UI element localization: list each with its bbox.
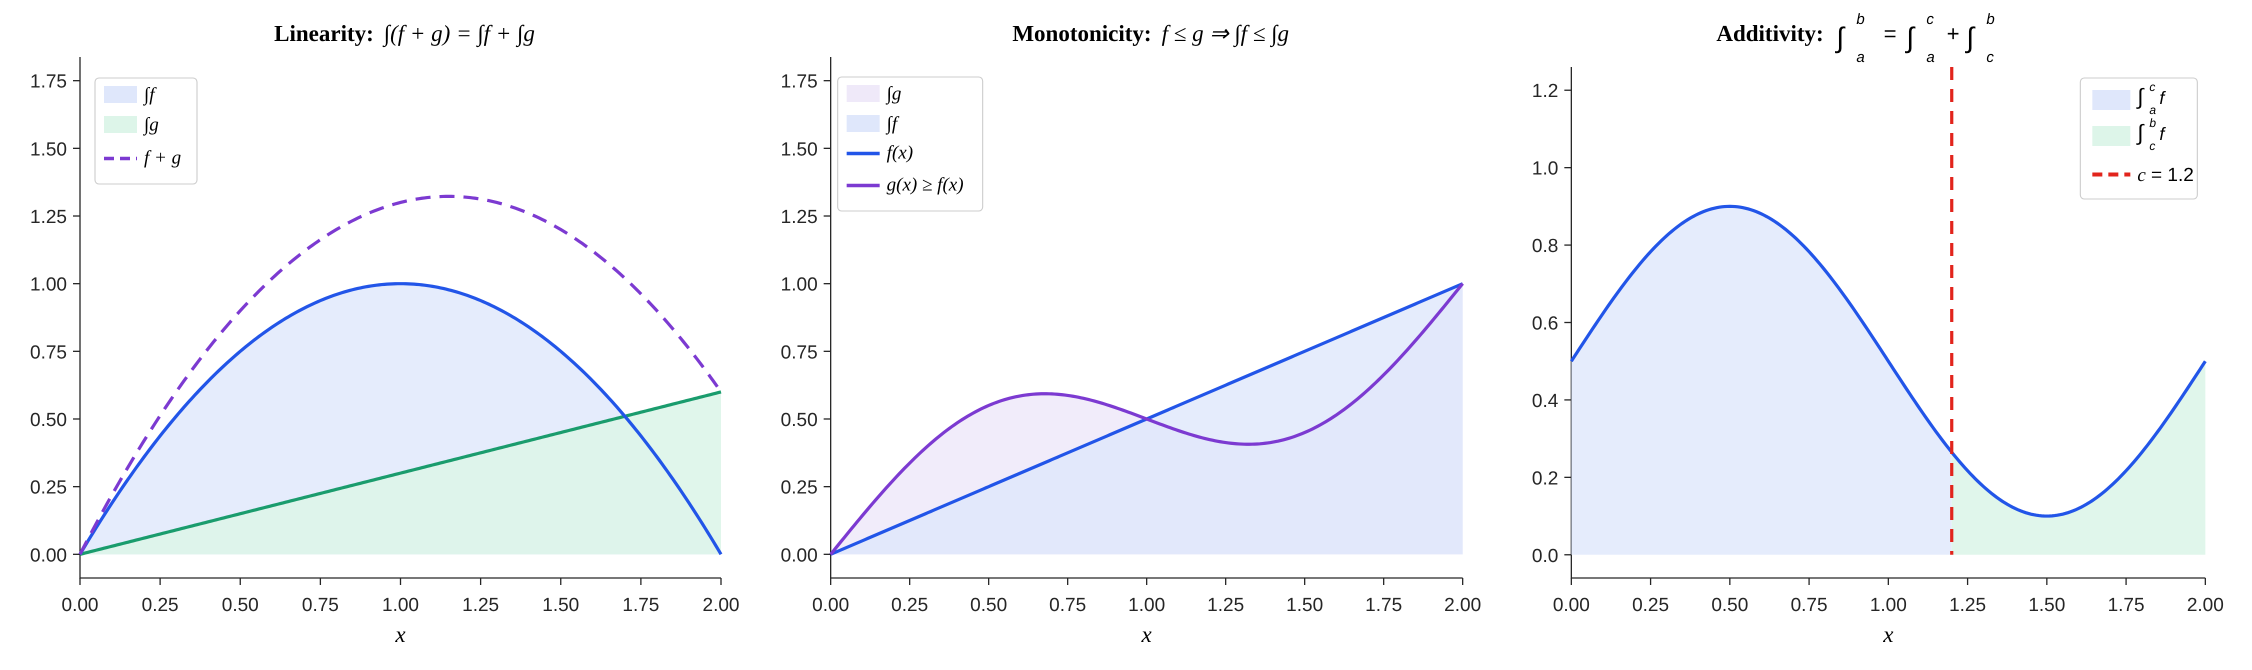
svg-text:1.75: 1.75 (2108, 595, 2145, 616)
svg-text:1.50: 1.50 (781, 139, 818, 160)
svg-text:1.25: 1.25 (30, 207, 67, 228)
svg-text:1.0: 1.0 (1532, 159, 1558, 180)
svg-text:0.8: 0.8 (1532, 236, 1558, 257)
svg-text:c: c (1986, 49, 1994, 66)
svg-text:1.25: 1.25 (462, 595, 499, 616)
svg-text:1.00: 1.00 (382, 595, 419, 616)
svg-text:x: x (394, 622, 406, 647)
svg-text:0.25: 0.25 (781, 478, 818, 499)
svg-text:0.25: 0.25 (1632, 595, 1669, 616)
svg-text:1.75: 1.75 (781, 72, 818, 93)
svg-text:0.50: 0.50 (970, 595, 1007, 616)
svg-text:1.2: 1.2 (1532, 81, 1558, 102)
svg-text:c: c (2149, 139, 2155, 153)
svg-text:0.75: 0.75 (1791, 595, 1828, 616)
svg-text:f(x): f(x) (887, 143, 913, 164)
svg-text:∫g: ∫g (143, 115, 159, 137)
svg-text:0.00: 0.00 (812, 595, 849, 616)
svg-text:1.00: 1.00 (30, 275, 67, 296)
svg-text:0.75: 0.75 (30, 342, 67, 363)
svg-text:0.75: 0.75 (302, 595, 339, 616)
svg-text:0.00: 0.00 (781, 545, 818, 566)
svg-text:0.50: 0.50 (781, 410, 818, 431)
svg-text:1.25: 1.25 (781, 207, 818, 228)
svg-text:0.00: 0.00 (30, 545, 67, 566)
svg-text:1.25: 1.25 (1207, 595, 1244, 616)
svg-text:c: c (1926, 11, 1934, 28)
svg-text:a: a (1926, 49, 1934, 66)
svg-text:c: c (2149, 80, 2155, 94)
svg-text:2.00: 2.00 (1444, 595, 1481, 616)
svg-text:1.75: 1.75 (622, 595, 659, 616)
svg-text:Linearity:∫(f + g) = ∫f + ∫g: Linearity: ∫(f + g) = ∫f + ∫g (274, 21, 535, 48)
svg-text:0.25: 0.25 (891, 595, 928, 616)
svg-text:0.50: 0.50 (30, 410, 67, 431)
svg-text:2.00: 2.00 (703, 595, 740, 616)
svg-text:2.00: 2.00 (2187, 595, 2224, 616)
svg-text:0.00: 0.00 (1553, 595, 1590, 616)
svg-text:1.25: 1.25 (1949, 595, 1986, 616)
svg-text:x: x (1141, 622, 1153, 647)
svg-text:1.00: 1.00 (781, 275, 818, 296)
svg-text:c = 1.2: c = 1.2 (2137, 165, 2194, 186)
svg-text:x: x (1882, 622, 1894, 647)
svg-text:Additivity:: Additivity: (1716, 21, 1823, 46)
svg-text:0.4: 0.4 (1532, 391, 1559, 412)
svg-text:0.50: 0.50 (222, 595, 259, 616)
svg-text:0.2: 0.2 (1532, 468, 1558, 489)
svg-text:+: + (1946, 21, 1959, 46)
svg-text:g(x) ≥ f(x): g(x) ≥ f(x) (887, 175, 964, 196)
svg-text:0.0: 0.0 (1532, 546, 1558, 567)
svg-text:1.75: 1.75 (1365, 595, 1402, 616)
svg-text:1.00: 1.00 (1870, 595, 1907, 616)
svg-text:a: a (2149, 103, 2156, 117)
svg-text:b: b (2149, 116, 2156, 130)
svg-text:∫g: ∫g (886, 84, 902, 106)
svg-text:=: = (1883, 21, 1896, 46)
svg-text:0.00: 0.00 (62, 595, 99, 616)
svg-text:0.25: 0.25 (30, 478, 67, 499)
svg-text:1.50: 1.50 (30, 139, 67, 160)
svg-text:b: b (1986, 11, 1994, 28)
svg-text:1.50: 1.50 (542, 595, 579, 616)
svg-text:b: b (1856, 11, 1864, 28)
svg-text:0.6: 0.6 (1532, 314, 1558, 335)
svg-text:0.75: 0.75 (1049, 595, 1086, 616)
svg-text:0.75: 0.75 (781, 342, 818, 363)
svg-text:1.50: 1.50 (1286, 595, 1323, 616)
svg-text:0.25: 0.25 (142, 595, 179, 616)
svg-text:Monotonicity:f ≤ g ⇒ ∫f ≤ ∫g: Monotonicity: f ≤ g ⇒ ∫f ≤ ∫g (1012, 21, 1289, 48)
svg-text:1.75: 1.75 (30, 72, 67, 93)
svg-text:1.00: 1.00 (1128, 595, 1165, 616)
svg-text:a: a (1856, 49, 1864, 66)
svg-text:f + g: f + g (144, 148, 181, 169)
svg-text:1.50: 1.50 (2028, 595, 2065, 616)
svg-text:0.50: 0.50 (1711, 595, 1748, 616)
